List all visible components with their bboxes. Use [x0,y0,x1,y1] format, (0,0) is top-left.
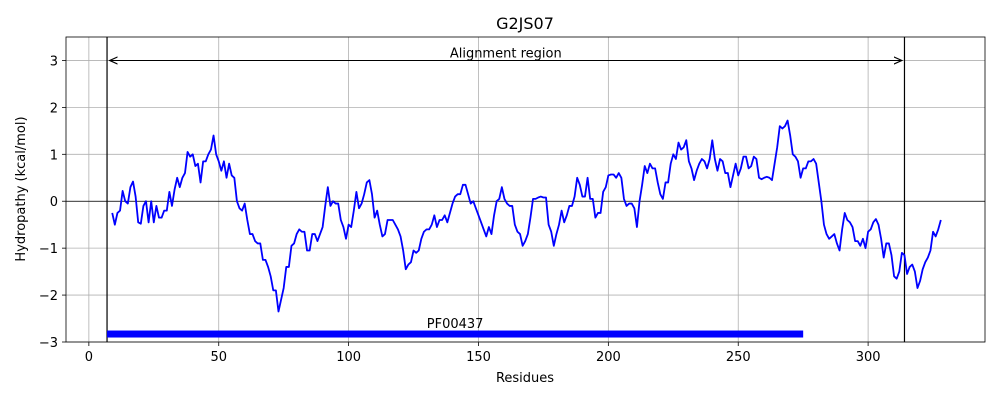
x-tick-label: 100 [336,350,361,365]
domain-label: PF00437 [427,317,484,332]
y-tick-label: −1 [39,242,58,257]
x-tick-label: 300 [856,350,881,365]
y-axis-label: Hydropathy (kcal/mol) [14,116,29,261]
x-tick-label: 50 [210,350,227,365]
hydropathy-line [111,119,942,313]
plot-frame [65,36,986,343]
x-tick-label: 200 [596,350,621,365]
x-tick-label: 0 [85,350,93,365]
domain-bar [107,330,804,338]
y-tick-label: 3 [50,54,58,69]
x-axis-label: Residues [496,371,554,386]
y-tick-label: 0 [50,195,58,210]
y-tick-label: 1 [50,148,58,163]
x-tick-label: 250 [726,350,751,365]
y-tick-label: −3 [39,336,58,351]
y-tick-label: 2 [50,101,58,116]
x-tick-label: 150 [466,350,491,365]
annotation-label: Alignment region [450,46,562,61]
chart-title: G2JS07 [496,14,554,33]
y-tick-label: −2 [39,289,58,304]
